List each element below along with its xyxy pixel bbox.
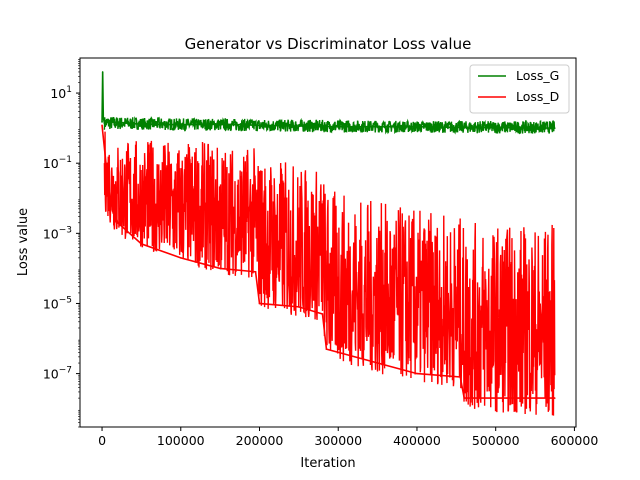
data-point xyxy=(109,197,111,200)
legend-box xyxy=(469,64,570,114)
series-noise-loss-d xyxy=(103,131,556,416)
legend: Loss_G Loss_D xyxy=(469,64,570,114)
series-line-loss-g xyxy=(101,71,555,129)
y-tick-label: 10−3 xyxy=(43,225,72,241)
series-layer xyxy=(101,71,556,416)
data-point xyxy=(140,243,143,245)
data-point xyxy=(455,126,458,129)
chart-title: Generator vs Discriminator Loss value xyxy=(185,35,472,53)
data-point xyxy=(179,257,182,259)
x-tick-label: 0 xyxy=(98,433,106,448)
data-point xyxy=(219,123,221,125)
data-point xyxy=(459,376,462,378)
data-point xyxy=(116,221,119,224)
data-point xyxy=(376,125,379,128)
data-point xyxy=(494,397,497,399)
data-point xyxy=(101,71,104,73)
data-point xyxy=(337,125,340,128)
data-point xyxy=(376,362,379,364)
x-tick-label: 600000 xyxy=(551,433,599,448)
data-point xyxy=(258,302,261,305)
data-point xyxy=(463,397,466,399)
data-point xyxy=(179,123,182,126)
x-axis-label: Iteration xyxy=(300,456,355,471)
x-axis: 0 100000 200000 300000 400000 500000 600000 xyxy=(98,427,598,448)
y-tick-label: 10−7 xyxy=(43,366,72,382)
legend-label-loss-g: Loss_G xyxy=(516,68,559,83)
legend-label-loss-d: Loss_D xyxy=(516,89,559,104)
plot-area xyxy=(79,57,577,428)
data-point xyxy=(321,313,324,315)
x-tick-label: 300000 xyxy=(314,433,362,448)
series-loss-g xyxy=(101,71,556,135)
data-point xyxy=(101,121,103,123)
data-point xyxy=(109,121,111,123)
x-tick-label: 100000 xyxy=(157,433,205,448)
y-tick-label: 101 xyxy=(50,85,72,101)
y-tick-label: 10−1 xyxy=(43,155,72,171)
y-tick-label: 10−5 xyxy=(43,295,72,311)
data-point xyxy=(219,267,221,270)
data-point xyxy=(494,126,497,129)
data-point xyxy=(553,397,556,399)
data-point xyxy=(102,116,105,119)
series-loss-d xyxy=(101,124,556,416)
data-point xyxy=(101,124,103,127)
data-point xyxy=(553,127,556,129)
data-point xyxy=(105,162,107,164)
data-point xyxy=(140,123,143,125)
data-point xyxy=(325,348,328,350)
data-point xyxy=(298,125,300,127)
series-line-loss-d xyxy=(101,125,555,399)
data-point xyxy=(258,124,261,127)
x-tick-label: 400000 xyxy=(393,433,441,448)
x-tick-label: 500000 xyxy=(472,433,520,448)
data-point xyxy=(254,271,257,273)
y-axis-label: Loss value xyxy=(16,208,31,276)
x-tick-label: 200000 xyxy=(236,433,284,448)
data-point xyxy=(298,306,300,308)
data-point xyxy=(416,125,418,128)
y-axis: 101 10−1 10−3 10−5 10−7 xyxy=(43,59,80,428)
data-point xyxy=(416,372,418,375)
data-point xyxy=(103,122,106,124)
plot-frame xyxy=(79,57,577,428)
